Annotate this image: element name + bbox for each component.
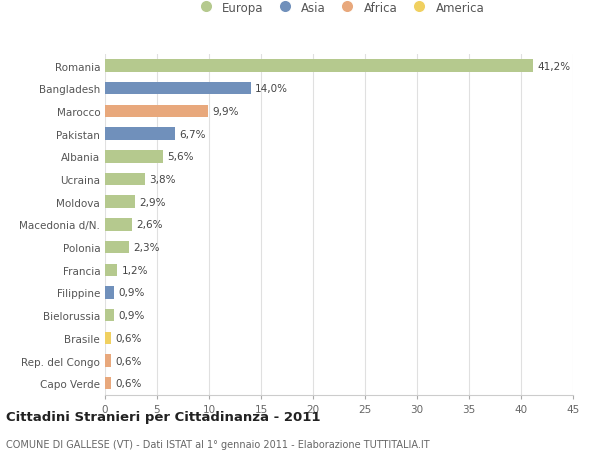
Text: 0,9%: 0,9% (119, 310, 145, 320)
Text: 2,3%: 2,3% (133, 242, 160, 252)
Text: 0,6%: 0,6% (115, 333, 142, 343)
Bar (105, 106, 208, 118)
Text: 14,0%: 14,0% (255, 84, 288, 94)
Text: 3,8%: 3,8% (149, 174, 175, 185)
Bar (105, 60, 533, 73)
Text: 6,7%: 6,7% (179, 129, 205, 140)
Bar (105, 377, 111, 390)
Bar (105, 128, 175, 140)
Bar (105, 241, 129, 254)
Text: 41,2%: 41,2% (538, 62, 571, 72)
Bar (105, 286, 115, 299)
Text: 0,6%: 0,6% (115, 356, 142, 366)
Text: 9,9%: 9,9% (212, 106, 239, 117)
Bar (105, 151, 163, 163)
Bar (105, 83, 251, 95)
Bar (105, 264, 118, 276)
Text: 1,2%: 1,2% (122, 265, 148, 275)
Text: 2,9%: 2,9% (139, 197, 166, 207)
Bar (105, 354, 111, 367)
Bar (105, 174, 145, 186)
Bar (105, 196, 135, 208)
Text: 0,6%: 0,6% (115, 378, 142, 388)
Text: COMUNE DI GALLESE (VT) - Dati ISTAT al 1° gennaio 2011 - Elaborazione TUTTITALIA: COMUNE DI GALLESE (VT) - Dati ISTAT al 1… (6, 440, 430, 449)
Bar (105, 309, 115, 322)
Bar (105, 218, 132, 231)
Legend: Europa, Asia, Africa, America: Europa, Asia, Africa, America (194, 1, 484, 15)
Text: 2,6%: 2,6% (136, 220, 163, 230)
Bar (105, 332, 111, 344)
Text: Cittadini Stranieri per Cittadinanza - 2011: Cittadini Stranieri per Cittadinanza - 2… (6, 410, 320, 423)
Text: 5,6%: 5,6% (167, 152, 194, 162)
Text: 0,9%: 0,9% (119, 288, 145, 298)
